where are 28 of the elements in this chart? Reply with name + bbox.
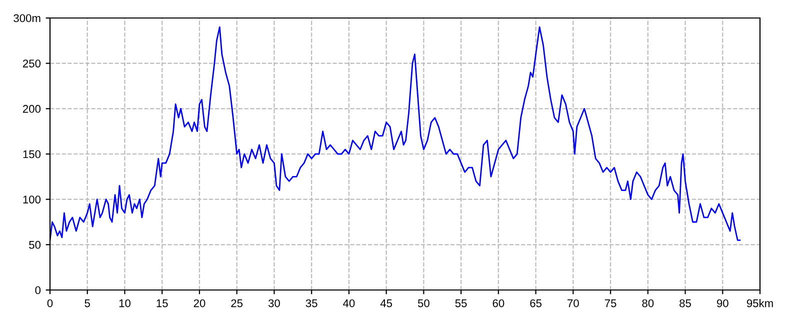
y-tick-label: 0 (35, 286, 41, 294)
line-series (50, 26, 741, 241)
x-tick-label: 75 (604, 299, 616, 308)
y-tick-label: 50 (29, 240, 41, 249)
y-tick-label: 200 (22, 104, 41, 113)
x-tick-label: 30 (268, 299, 280, 308)
x-tick-label: 45 (380, 299, 392, 308)
y-tick-label: 150 (23, 150, 41, 158)
x-tick-label: 0 (47, 299, 53, 308)
x-tick-label: 25 (231, 299, 243, 308)
y-tick-label: 100 (23, 196, 41, 204)
x-tick-label: 55 (455, 299, 467, 308)
y-tick-label: 250 (22, 60, 41, 68)
x-tick-label: 15 (156, 299, 168, 308)
x-tick-label: 90 (716, 299, 728, 308)
x-tick-label: 80 (642, 299, 654, 308)
x-tick-label: 40 (343, 299, 355, 308)
x-tick-label: 20 (194, 299, 206, 308)
x-tick-label: 65 (530, 299, 542, 308)
x-tick-label: 50 (418, 299, 430, 308)
x-tick-label: 5 (84, 299, 90, 308)
y-tick-label: 300m (14, 14, 40, 22)
x-tick-label: 70 (568, 299, 579, 308)
x-tick-label: 60 (492, 299, 504, 308)
x-tick-label: 85 (680, 299, 691, 308)
x-tick-label: 95km (746, 299, 773, 308)
x-tick-label: 10 (119, 299, 130, 308)
x-tick-label: 35 (306, 299, 318, 308)
